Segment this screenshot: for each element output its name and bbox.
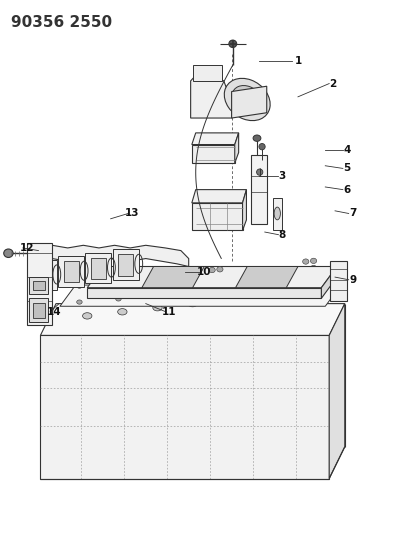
Polygon shape [58, 256, 84, 287]
Text: 12: 12 [20, 243, 34, 253]
Ellipse shape [272, 284, 277, 288]
Ellipse shape [194, 290, 199, 295]
Ellipse shape [77, 300, 82, 304]
Ellipse shape [116, 281, 121, 285]
Polygon shape [118, 254, 133, 276]
Ellipse shape [259, 143, 265, 150]
Polygon shape [235, 266, 298, 288]
Ellipse shape [233, 271, 238, 276]
Text: 5: 5 [343, 164, 351, 173]
Text: 1: 1 [294, 56, 301, 66]
Text: 8: 8 [279, 230, 286, 240]
Text: 4: 4 [343, 145, 351, 155]
Polygon shape [273, 198, 282, 230]
Polygon shape [330, 261, 347, 301]
Ellipse shape [224, 78, 270, 120]
Ellipse shape [257, 169, 263, 175]
Ellipse shape [232, 86, 263, 114]
Text: 7: 7 [349, 208, 356, 219]
Ellipse shape [229, 40, 237, 47]
Ellipse shape [258, 292, 268, 298]
Text: 6: 6 [343, 184, 351, 195]
Text: 10: 10 [197, 267, 211, 277]
Polygon shape [87, 266, 337, 288]
Ellipse shape [118, 309, 127, 315]
Polygon shape [329, 304, 345, 479]
Polygon shape [192, 144, 235, 163]
Text: 3: 3 [279, 172, 286, 181]
Text: 11: 11 [162, 306, 176, 317]
Text: 90356 2550: 90356 2550 [11, 14, 112, 30]
Ellipse shape [188, 301, 197, 307]
Ellipse shape [311, 281, 316, 286]
Polygon shape [191, 70, 231, 118]
Polygon shape [31, 260, 57, 290]
Ellipse shape [253, 135, 261, 141]
Ellipse shape [303, 259, 309, 264]
Polygon shape [142, 266, 204, 288]
Text: 14: 14 [47, 306, 61, 317]
Polygon shape [242, 190, 246, 230]
Polygon shape [27, 243, 52, 325]
Ellipse shape [96, 278, 102, 283]
Polygon shape [193, 65, 222, 81]
Ellipse shape [293, 288, 303, 295]
Polygon shape [113, 249, 139, 280]
Ellipse shape [274, 207, 280, 220]
Polygon shape [64, 261, 79, 282]
Text: 13: 13 [125, 208, 140, 219]
Ellipse shape [223, 296, 232, 303]
Polygon shape [192, 190, 246, 203]
Polygon shape [192, 203, 242, 230]
Polygon shape [40, 335, 329, 479]
Polygon shape [87, 288, 321, 298]
Polygon shape [251, 155, 267, 224]
Text: 2: 2 [329, 78, 337, 88]
Ellipse shape [153, 304, 162, 311]
Ellipse shape [155, 294, 160, 298]
Ellipse shape [116, 297, 121, 301]
Ellipse shape [83, 313, 92, 319]
Ellipse shape [155, 278, 160, 282]
Ellipse shape [233, 287, 238, 292]
Text: 9: 9 [349, 274, 356, 285]
Polygon shape [192, 133, 239, 144]
Polygon shape [321, 266, 337, 298]
Ellipse shape [217, 266, 223, 272]
Polygon shape [60, 285, 341, 306]
Polygon shape [40, 304, 345, 335]
Ellipse shape [4, 249, 13, 257]
Polygon shape [37, 245, 189, 266]
Ellipse shape [311, 265, 316, 270]
Polygon shape [33, 303, 45, 318]
Polygon shape [235, 133, 239, 163]
Ellipse shape [194, 274, 199, 279]
Polygon shape [91, 258, 106, 279]
Ellipse shape [310, 258, 317, 263]
Ellipse shape [131, 274, 137, 280]
Polygon shape [231, 86, 267, 118]
Ellipse shape [272, 269, 277, 273]
Polygon shape [29, 298, 48, 322]
Ellipse shape [77, 284, 82, 288]
Polygon shape [37, 265, 51, 286]
Polygon shape [29, 277, 48, 294]
Polygon shape [33, 281, 45, 290]
Polygon shape [85, 253, 112, 284]
Ellipse shape [209, 268, 215, 273]
